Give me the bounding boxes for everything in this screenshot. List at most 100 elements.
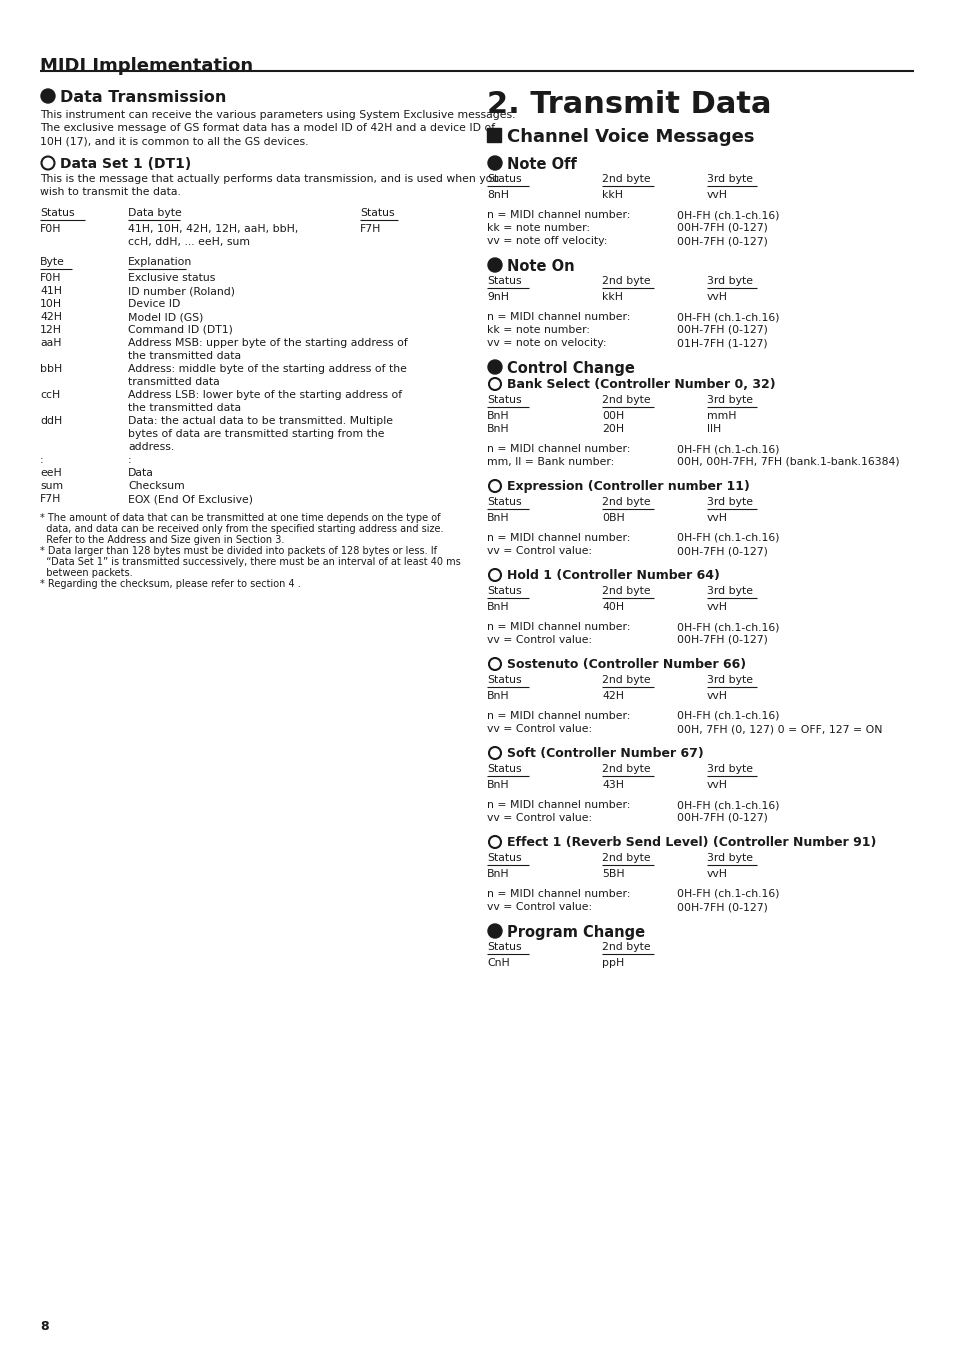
Text: This is the message that actually performs data transmission, and is used when y: This is the message that actually perfor…: [40, 174, 498, 184]
Text: F0H: F0H: [40, 224, 61, 234]
Text: 2nd byte: 2nd byte: [601, 497, 650, 508]
Text: Sostenuto (Controller Number 66): Sostenuto (Controller Number 66): [506, 657, 745, 671]
Text: Soft (Controller Number 67): Soft (Controller Number 67): [506, 747, 703, 760]
Bar: [486, 128, 500, 142]
Text: 41H, 10H, 42H, 12H, aaH, bbH,: 41H, 10H, 42H, 12H, aaH, bbH,: [128, 224, 298, 234]
Text: Channel Voice Messages: Channel Voice Messages: [506, 128, 754, 146]
Text: Status: Status: [486, 942, 521, 952]
Text: :: :: [40, 455, 44, 464]
Text: 0H-FH (ch.1-ch.16): 0H-FH (ch.1-ch.16): [677, 890, 779, 899]
Text: Status: Status: [486, 497, 521, 508]
Text: Data: the actual data to be transmitted. Multiple: Data: the actual data to be transmitted.…: [128, 416, 393, 427]
Text: vv = note off velocity:: vv = note off velocity:: [486, 236, 607, 246]
Text: * The amount of data that can be transmitted at one time depends on the type of: * The amount of data that can be transmi…: [40, 513, 440, 522]
Text: the transmitted data: the transmitted data: [128, 351, 241, 360]
Circle shape: [488, 157, 501, 170]
Text: vv = Control value:: vv = Control value:: [486, 902, 592, 913]
Text: 42H: 42H: [601, 691, 623, 701]
Text: 00H-7FH (0-127): 00H-7FH (0-127): [677, 325, 767, 335]
Text: 2nd byte: 2nd byte: [601, 275, 650, 286]
Text: 2nd byte: 2nd byte: [601, 942, 650, 952]
Text: 00H-7FH (0-127): 00H-7FH (0-127): [677, 902, 767, 913]
Text: 3rd byte: 3rd byte: [706, 497, 752, 508]
Text: 3rd byte: 3rd byte: [706, 275, 752, 286]
Text: vv = note on velocity:: vv = note on velocity:: [486, 338, 606, 348]
Text: Data Transmission: Data Transmission: [60, 90, 226, 105]
Text: Exclusive status: Exclusive status: [128, 273, 215, 284]
Text: 00H-7FH (0-127): 00H-7FH (0-127): [677, 236, 767, 246]
Text: n = MIDI channel number:: n = MIDI channel number:: [486, 211, 630, 220]
Text: vvH: vvH: [706, 190, 727, 200]
Text: sum: sum: [40, 481, 63, 491]
Text: n = MIDI channel number:: n = MIDI channel number:: [486, 312, 630, 323]
Text: Effect 1 (Reverb Send Level) (Controller Number 91): Effect 1 (Reverb Send Level) (Controller…: [506, 836, 876, 849]
Text: ppH: ppH: [601, 958, 623, 968]
Text: BnH: BnH: [486, 869, 509, 879]
Text: Status: Status: [486, 396, 521, 405]
Text: vvH: vvH: [706, 780, 727, 790]
Text: 00H-7FH (0-127): 00H-7FH (0-127): [677, 813, 767, 823]
Text: Status: Status: [486, 275, 521, 286]
Text: 43H: 43H: [601, 780, 623, 790]
Text: n = MIDI channel number:: n = MIDI channel number:: [486, 711, 630, 721]
Text: 2nd byte: 2nd byte: [601, 675, 650, 684]
Text: Status: Status: [359, 208, 395, 217]
Text: Command ID (DT1): Command ID (DT1): [128, 325, 233, 335]
Text: the transmitted data: the transmitted data: [128, 404, 241, 413]
Text: :: :: [128, 455, 132, 464]
Text: vvH: vvH: [706, 513, 727, 522]
Text: Program Change: Program Change: [506, 925, 644, 940]
Text: n = MIDI channel number:: n = MIDI channel number:: [486, 444, 630, 454]
Text: n = MIDI channel number:: n = MIDI channel number:: [486, 622, 630, 632]
Text: Hold 1 (Controller Number 64): Hold 1 (Controller Number 64): [506, 568, 720, 582]
Text: 41H: 41H: [40, 286, 62, 296]
Text: Expression (Controller number 11): Expression (Controller number 11): [506, 481, 749, 493]
Text: BnH: BnH: [486, 691, 509, 701]
Text: 2. Transmit Data: 2. Transmit Data: [486, 90, 771, 119]
Text: 3rd byte: 3rd byte: [706, 675, 752, 684]
Text: Address: middle byte of the starting address of the: Address: middle byte of the starting add…: [128, 364, 406, 374]
Text: n = MIDI channel number:: n = MIDI channel number:: [486, 890, 630, 899]
Text: 2nd byte: 2nd byte: [601, 174, 650, 184]
Text: Checksum: Checksum: [128, 481, 185, 491]
Text: F7H: F7H: [40, 494, 61, 504]
Text: BnH: BnH: [486, 513, 509, 522]
Text: This instrument can receive the various parameters using System Exclusive messag: This instrument can receive the various …: [40, 109, 515, 120]
Text: Status: Status: [486, 764, 521, 774]
Text: 0H-FH (ch.1-ch.16): 0H-FH (ch.1-ch.16): [677, 444, 779, 454]
Text: vvH: vvH: [706, 869, 727, 879]
Text: 00H-7FH (0-127): 00H-7FH (0-127): [677, 223, 767, 234]
Text: Address LSB: lower byte of the starting address of: Address LSB: lower byte of the starting …: [128, 390, 402, 400]
Text: address.: address.: [128, 441, 174, 452]
Text: Address MSB: upper byte of the starting address of: Address MSB: upper byte of the starting …: [128, 338, 407, 348]
Text: n = MIDI channel number:: n = MIDI channel number:: [486, 801, 630, 810]
Text: MIDI Implementation: MIDI Implementation: [40, 57, 253, 76]
Text: transmitted data: transmitted data: [128, 377, 219, 387]
Text: Control Change: Control Change: [506, 360, 634, 377]
Text: 00H-7FH (0-127): 00H-7FH (0-127): [677, 634, 767, 645]
Text: BnH: BnH: [486, 780, 509, 790]
Text: 00H, 7FH (0, 127) 0 = OFF, 127 = ON: 00H, 7FH (0, 127) 0 = OFF, 127 = ON: [677, 724, 882, 734]
Text: 8nH: 8nH: [486, 190, 509, 200]
Text: 0BH: 0BH: [601, 513, 624, 522]
Text: Data byte: Data byte: [128, 208, 182, 217]
Text: Bank Select (Controller Number 0, 32): Bank Select (Controller Number 0, 32): [506, 378, 775, 392]
Text: 0H-FH (ch.1-ch.16): 0H-FH (ch.1-ch.16): [677, 711, 779, 721]
Text: 0H-FH (ch.1-ch.16): 0H-FH (ch.1-ch.16): [677, 801, 779, 810]
Text: mm, ll = Bank number:: mm, ll = Bank number:: [486, 458, 614, 467]
Text: 3rd byte: 3rd byte: [706, 586, 752, 595]
Text: bytes of data are transmitted starting from the: bytes of data are transmitted starting f…: [128, 429, 384, 439]
Text: ddH: ddH: [40, 416, 62, 427]
Text: n = MIDI channel number:: n = MIDI channel number:: [486, 533, 630, 543]
Text: BnH: BnH: [486, 602, 509, 612]
Text: Data Set 1 (DT1): Data Set 1 (DT1): [60, 157, 191, 171]
Text: BnH: BnH: [486, 424, 509, 433]
Text: vvH: vvH: [706, 292, 727, 302]
Text: ccH: ccH: [40, 390, 60, 400]
Text: vvH: vvH: [706, 691, 727, 701]
Text: kk = note number:: kk = note number:: [486, 223, 589, 234]
Text: F0H: F0H: [40, 273, 61, 284]
Text: kk = note number:: kk = note number:: [486, 325, 589, 335]
Text: Byte: Byte: [40, 256, 65, 267]
Text: Status: Status: [486, 675, 521, 684]
